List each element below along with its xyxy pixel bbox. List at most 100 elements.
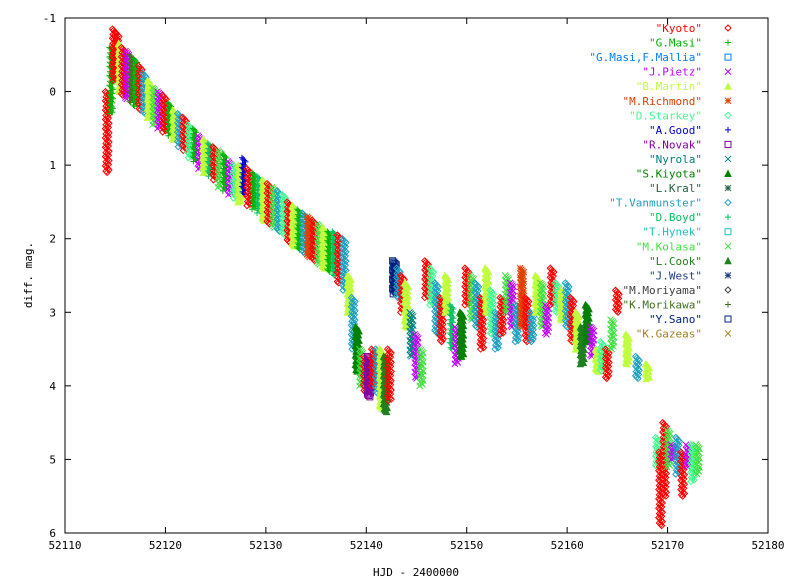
data-point xyxy=(634,374,642,383)
data-point xyxy=(365,392,373,400)
observation-run xyxy=(641,359,654,382)
observation-run xyxy=(607,316,618,353)
legend-entry: "M.Moriyama" xyxy=(623,284,702,297)
legend-entry: "K.Morikawa" xyxy=(623,298,702,311)
observation-run xyxy=(416,345,427,390)
y-axis: -1 0 1 2 3 4 5 6 xyxy=(43,12,768,540)
legend-marker xyxy=(724,242,732,250)
observation-run xyxy=(541,301,553,338)
observation-run xyxy=(531,271,543,316)
legend-marker xyxy=(724,68,732,76)
observation-run xyxy=(184,120,196,162)
legend-marker xyxy=(725,214,731,221)
data-point xyxy=(658,521,666,530)
legend-marker xyxy=(724,315,732,323)
legend-entry: "G.Masi,F.Mallia" xyxy=(589,51,702,64)
y-tick-label: -1 xyxy=(43,12,56,25)
legend-marker xyxy=(724,111,732,120)
data-point xyxy=(597,367,606,375)
legend-marker xyxy=(724,155,732,163)
legend-entry: "D.Boyd" xyxy=(649,211,702,224)
data-point xyxy=(205,173,212,180)
data-point xyxy=(184,154,193,162)
data-point xyxy=(520,278,528,285)
data-point xyxy=(519,319,527,327)
data-point xyxy=(154,125,161,132)
legend-entry: "K.Gazeas" xyxy=(636,328,702,341)
observation-run xyxy=(692,441,703,478)
legend-marker xyxy=(724,184,732,192)
data-point xyxy=(320,264,329,272)
data-point xyxy=(118,91,127,99)
data-point xyxy=(496,330,504,339)
data-point xyxy=(519,282,527,289)
data-point xyxy=(143,113,152,121)
data-point xyxy=(130,101,137,108)
y-tick-label: 1 xyxy=(49,159,56,172)
y-tick-label: 0 xyxy=(49,86,56,99)
observation-run xyxy=(400,278,413,331)
observation-run xyxy=(655,448,667,530)
data-point xyxy=(622,359,631,368)
data-point xyxy=(501,308,509,316)
x-tick-label: 52140 xyxy=(350,539,383,552)
data-point xyxy=(249,206,256,213)
legend-marker xyxy=(724,198,732,207)
x-axis: 52110 52120 52130 52140 52150 52160 52170 52180 xyxy=(48,18,785,552)
y-tick-label: 6 xyxy=(49,527,56,540)
observation-run xyxy=(101,87,113,177)
data-point xyxy=(179,146,188,155)
legend-entry: "G.Masi" xyxy=(649,37,702,50)
legend-marker xyxy=(724,140,732,148)
legend-marker xyxy=(724,97,732,105)
legend-entry: "J.West" xyxy=(649,269,702,282)
legend-entry: "J.Pietz" xyxy=(642,66,702,79)
x-tick-label: 52120 xyxy=(149,539,182,552)
observation-run xyxy=(687,441,699,486)
data-point xyxy=(382,407,391,416)
observation-run xyxy=(516,264,528,331)
legend-entry: "S.Kiyota" xyxy=(636,168,702,181)
legend-marker xyxy=(725,39,731,46)
legend-marker xyxy=(724,286,732,294)
data-point xyxy=(520,296,528,304)
legend-marker xyxy=(724,53,732,61)
x-tick-label: 52150 xyxy=(450,539,483,552)
data-point xyxy=(149,121,156,129)
legend-marker xyxy=(725,301,731,308)
x-tick-label: 52160 xyxy=(551,539,584,552)
data-point xyxy=(663,463,671,471)
data-point xyxy=(576,359,585,368)
legend-entry: "M.Kolasa" xyxy=(636,240,702,253)
data-point xyxy=(158,128,167,136)
data-point xyxy=(199,168,208,176)
data-point xyxy=(457,352,466,360)
legend-entry: "M.Richmond" xyxy=(623,95,702,108)
data-point xyxy=(693,470,701,478)
data-point xyxy=(416,382,424,390)
data-point xyxy=(326,268,333,275)
data-point xyxy=(252,204,259,211)
data-point xyxy=(519,300,527,308)
observation-run xyxy=(526,308,538,346)
legend: "Kyoto" "G.Masi""G.Masi,F.Mallia" "J.Pietz… xyxy=(589,22,732,341)
data-point xyxy=(106,110,113,117)
data-point xyxy=(402,322,411,331)
legend-entry: "R.Novak" xyxy=(642,138,702,151)
x-tick-label: 52170 xyxy=(651,539,684,552)
data-point xyxy=(331,272,338,279)
data-point xyxy=(546,301,554,309)
data-point xyxy=(672,470,680,478)
legend-entry: "T.Vanmunster" xyxy=(609,197,702,210)
data-point xyxy=(366,393,374,401)
legend-marker xyxy=(724,169,732,177)
observation-run xyxy=(130,55,141,110)
data-point xyxy=(608,345,616,353)
data-point xyxy=(519,310,527,317)
observation-run xyxy=(318,223,330,272)
data-point xyxy=(329,271,336,278)
data-point xyxy=(614,308,622,316)
legend-entry: "L.Kral" xyxy=(649,182,702,195)
data-point xyxy=(109,109,116,116)
